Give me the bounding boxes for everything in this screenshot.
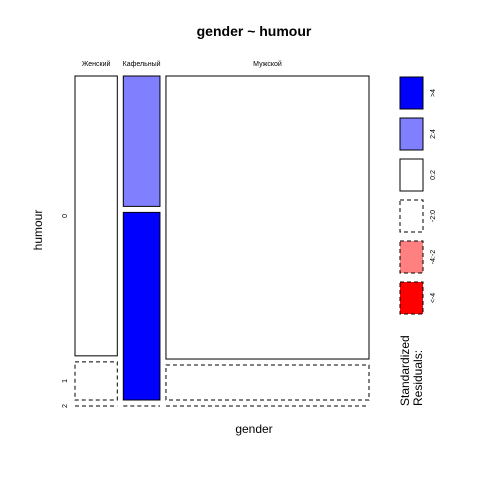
legend-title: Standardized: [398, 335, 412, 406]
legend-label: -2:0: [430, 210, 437, 222]
mosaic-cell: [165, 364, 370, 401]
legend-swatch: [399, 240, 424, 274]
legend-swatch: [399, 158, 424, 192]
legend-swatch: [399, 199, 424, 233]
column-label: Мужской: [253, 60, 282, 68]
mosaic-cells: [74, 75, 370, 407]
chart-title: gender ~ humour: [197, 23, 312, 39]
mosaic-cell: [165, 75, 370, 360]
legend-label: >4: [430, 89, 437, 97]
row-label: 1: [62, 379, 69, 383]
row-labels: 0 1 2: [62, 214, 69, 408]
mosaic-cell: [122, 211, 161, 401]
legend-title: Residuals:: [411, 350, 425, 406]
column-label: Женский: [82, 60, 111, 68]
legend-swatch: [399, 281, 424, 315]
legend-label: -4:-2: [430, 250, 437, 265]
row-label: 2: [62, 404, 69, 408]
legend-label: 2:4: [430, 129, 437, 139]
column-label: Кафельный: [123, 60, 161, 68]
row-label: 0: [62, 214, 69, 218]
legend-label: <-4: [430, 293, 437, 303]
legend-label: 0:2: [430, 170, 437, 180]
mosaic-cell: [74, 75, 118, 357]
legend: >4 2:4 0:2 -2:0 -4:-2 <-4 Standardized Residual…: [398, 76, 437, 406]
x-axis-label: gender: [235, 422, 272, 436]
y-axis-label: humour: [31, 210, 45, 251]
legend-swatch: [399, 76, 424, 110]
column-labels: Женский Кафельный Мужской: [82, 60, 282, 68]
mosaic-cell: [74, 361, 118, 401]
mosaic-cell: [122, 75, 161, 207]
legend-swatch: [399, 117, 424, 151]
